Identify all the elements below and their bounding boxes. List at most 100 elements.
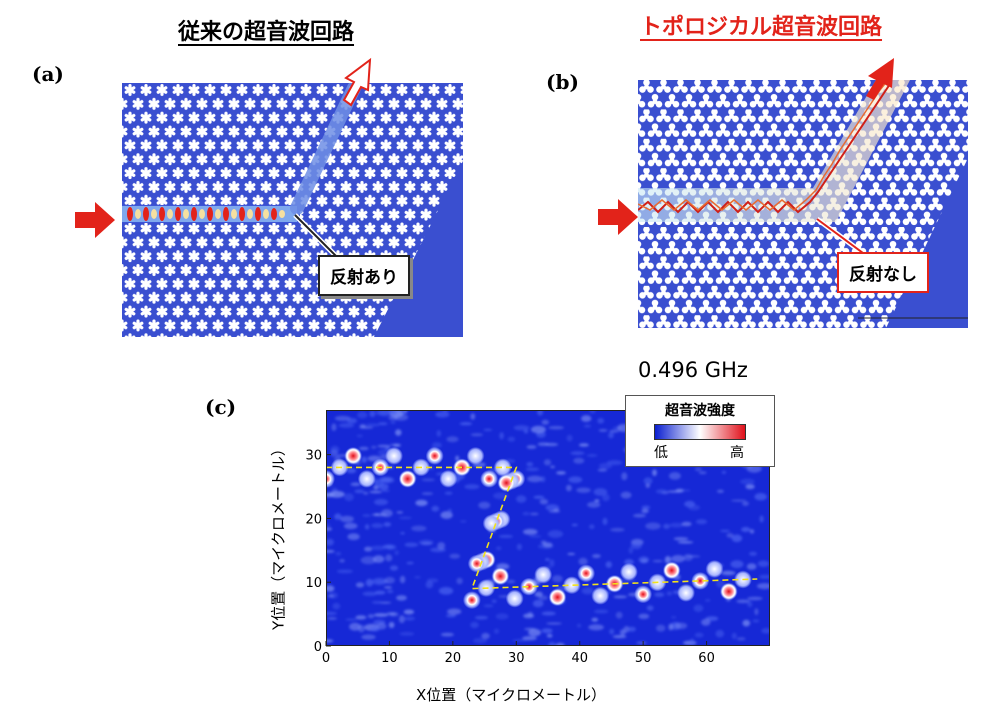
ripple-mark — [346, 468, 357, 474]
ripple-mark — [383, 522, 392, 527]
ripple-mark — [321, 611, 337, 616]
ripple-mark — [493, 628, 500, 634]
ripple-mark — [740, 478, 755, 485]
ripple-mark — [545, 442, 559, 447]
plot-frame — [326, 410, 770, 646]
conventional-crystal-image — [122, 83, 463, 337]
ripple-mark — [470, 433, 483, 437]
ripple-mark — [411, 525, 427, 532]
ripple-mark — [578, 443, 589, 447]
ripple-mark — [597, 418, 605, 424]
ripple-mark — [667, 490, 683, 493]
ripple-mark — [385, 554, 393, 562]
ripple-mark — [334, 415, 351, 421]
ripple-mark — [336, 569, 353, 574]
ripple-mark — [628, 547, 634, 554]
ripple-mark — [516, 495, 527, 503]
ripple-mark — [394, 550, 399, 556]
ripple-mark — [546, 633, 553, 638]
ripple-mark — [652, 469, 657, 477]
x-tick-label: 30 — [508, 651, 525, 666]
ripple-mark — [715, 629, 725, 638]
ripple-mark — [542, 542, 553, 548]
intensity-hotspot — [357, 469, 376, 488]
ripple-mark — [716, 489, 724, 493]
ripple-mark — [474, 615, 488, 620]
ripple-mark — [581, 587, 594, 595]
ripple-mark — [437, 542, 446, 550]
intensity-hotspot — [720, 583, 737, 600]
ripple-mark — [347, 533, 360, 541]
ripple-mark — [384, 576, 395, 584]
ripple-mark — [440, 632, 454, 637]
ripple-mark — [358, 446, 369, 451]
ripple-mark — [496, 546, 502, 551]
ripple-mark — [335, 551, 342, 556]
ripple-mark — [495, 613, 509, 620]
intensity-hotspot — [345, 447, 362, 464]
ripple-mark — [541, 628, 553, 634]
ripple-mark — [541, 611, 556, 616]
ripple-mark — [545, 558, 550, 561]
ripple-mark — [673, 537, 689, 541]
ripple-mark — [399, 632, 415, 636]
ripple-mark — [526, 462, 534, 467]
ripple-mark — [705, 599, 711, 602]
ripple-mark — [556, 471, 566, 475]
ripple-mark — [350, 482, 361, 487]
heatmap-plot-area — [317, 406, 775, 649]
ripple-mark — [369, 410, 376, 418]
intensity-hotspot — [677, 583, 695, 602]
ripple-mark — [747, 601, 753, 608]
ripple-mark — [483, 428, 493, 431]
ripple-mark — [363, 491, 369, 495]
intensity-hotspot — [591, 586, 610, 605]
ripple-mark — [638, 613, 650, 619]
ripple-mark — [425, 580, 434, 589]
colorbar-legend: 超音波強度 低 高 — [625, 395, 775, 467]
intensity-hotspot — [428, 449, 441, 462]
intensity-hotspot — [705, 560, 724, 578]
ripple-mark — [355, 582, 365, 588]
input-arrow-icon-a — [75, 202, 115, 238]
ripple-mark — [570, 451, 585, 456]
ripple-mark — [602, 493, 610, 502]
ripple-mark — [759, 574, 772, 579]
ripple-mark — [550, 465, 555, 469]
ripple-mark — [527, 611, 533, 617]
ripple-mark — [364, 524, 370, 530]
ripple-mark — [566, 484, 572, 492]
ripple-mark — [436, 430, 442, 437]
legend-high-label: 高 — [730, 445, 744, 461]
ripple-mark — [359, 426, 374, 429]
ripple-mark — [438, 587, 454, 595]
intensity-hotspot — [498, 474, 515, 491]
ripple-mark — [459, 520, 467, 523]
ripple-mark — [529, 535, 542, 538]
ripple-mark — [378, 422, 388, 426]
ripple-mark — [331, 423, 337, 431]
ripple-mark — [609, 628, 615, 635]
ripple-mark — [578, 557, 588, 566]
ripple-mark — [759, 515, 764, 523]
ripple-mark — [668, 623, 674, 631]
ripple-mark — [418, 539, 434, 546]
ripple-mark — [446, 436, 459, 443]
ripple-mark — [757, 583, 772, 590]
ripple-mark — [677, 541, 694, 544]
ripple-mark — [399, 575, 406, 584]
ripple-mark — [355, 615, 367, 620]
ripple-mark — [388, 621, 395, 629]
ripple-mark — [325, 585, 335, 592]
ripple-mark — [576, 487, 591, 493]
ripple-mark — [683, 554, 693, 561]
panel-label-c: (c) — [205, 395, 237, 419]
ripple-mark — [567, 552, 576, 556]
panel-label-a: (a) — [32, 62, 64, 86]
ripple-mark — [532, 599, 544, 608]
intensity-hotspot — [663, 562, 680, 579]
ripple-mark — [498, 534, 514, 538]
ripple-mark — [396, 511, 404, 514]
ripple-mark — [382, 544, 394, 549]
ripple-mark — [525, 467, 540, 472]
